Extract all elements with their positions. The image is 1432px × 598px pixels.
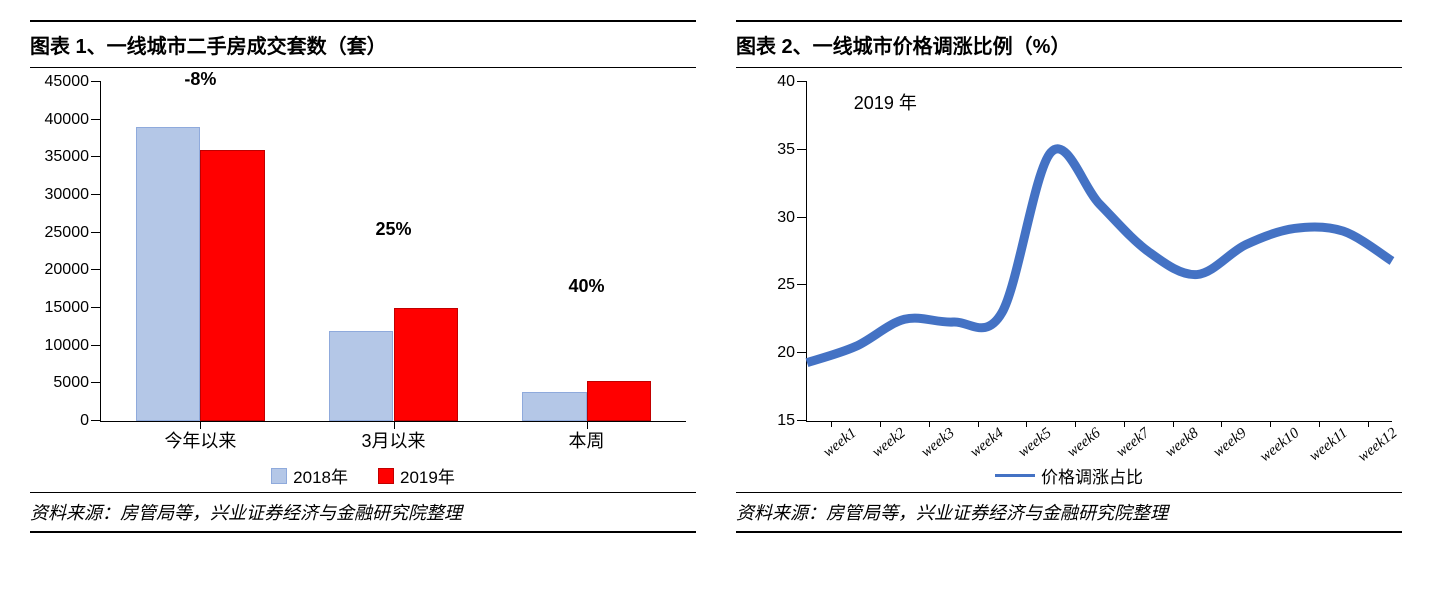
chart2-xtick: [880, 421, 881, 427]
chart1-ytick-label: 35000: [45, 148, 90, 166]
chart2-xtick-label: week4: [967, 425, 1007, 461]
chart2-xtick: [1221, 421, 1222, 427]
chart2-ytick-label: 15: [777, 412, 795, 430]
chart1-ytick-label: 30000: [45, 186, 90, 204]
legend-label: 2018年: [293, 463, 348, 488]
chart1-bar: [200, 150, 264, 421]
chart1-legend-item: 2019年: [378, 463, 455, 488]
chart2-xtick-label: week11: [1306, 425, 1351, 465]
chart2-xtick: [831, 421, 832, 427]
chart2-source: 资料来源：房管局等，兴业证券经济与金融研究院整理: [736, 492, 1402, 533]
chart1-ytick: [91, 307, 101, 308]
legend-line-swatch: [995, 474, 1035, 477]
chart1-bar: [136, 127, 200, 421]
chart2-xtick-label: week6: [1064, 425, 1104, 461]
legend-label: 2019年: [400, 463, 455, 488]
chart2-plot-area: 152025303540week1week2week3week4week5wee…: [806, 82, 1392, 422]
chart2-xtick-label: week7: [1113, 425, 1153, 461]
chart2-title: 图表 2、一线城市价格调涨比例（%）: [736, 20, 1402, 68]
chart2-xtick-label: week9: [1211, 425, 1251, 461]
chart1-xtick: [200, 421, 201, 429]
chart2-xtick: [1124, 421, 1125, 427]
chart2-line-svg: [807, 82, 1392, 421]
chart2-xtick: [1173, 421, 1174, 427]
chart2-xtick: [978, 421, 979, 427]
chart1-ytick-label: 5000: [53, 374, 89, 392]
chart1-ytick: [91, 420, 101, 421]
chart1-panel: 图表 1、一线城市二手房成交套数（套） 0 5000 10000 15000 20000…: [30, 20, 696, 533]
chart1-bar: [587, 381, 651, 421]
chart2-xtick-label: week8: [1162, 425, 1202, 461]
chart1-ytick-label: 20000: [45, 261, 90, 279]
chart1-body: 0 5000 10000 15000 20000 25000 30000 35000 40000…: [30, 72, 696, 492]
chart1-pct-label: 40%: [569, 276, 605, 297]
chart2-ytick: [797, 352, 807, 353]
chart1-ytick: [91, 81, 101, 82]
chart1-ytick-label: 25000: [45, 224, 90, 242]
chart1-ytick: [91, 119, 101, 120]
chart2-ytick-label: 35: [777, 141, 795, 159]
legend-swatch: [271, 468, 287, 484]
chart1-source: 资料来源：房管局等，兴业证券经济与金融研究院整理: [30, 492, 696, 533]
chart1-ytick-label: 0: [80, 412, 89, 430]
chart2-xtick-label: week3: [918, 425, 958, 461]
chart2-ytick-label: 20: [777, 344, 795, 362]
chart2-ytick: [797, 81, 807, 82]
chart1-pct-label: -8%: [184, 69, 216, 90]
chart1-xtick-label: 今年以来: [164, 427, 236, 453]
chart1-pct-label: 25%: [375, 219, 411, 240]
chart1-xtick: [587, 421, 588, 429]
chart2-ytick: [797, 149, 807, 150]
chart2-xtick-label: week10: [1257, 425, 1303, 466]
chart1-ytick-label: 40000: [45, 111, 90, 129]
chart1-bar: [522, 392, 586, 421]
chart1-title: 图表 1、一线城市二手房成交套数（套）: [30, 20, 696, 68]
chart2-xtick: [1075, 421, 1076, 427]
chart2-xtick-label: week2: [869, 425, 909, 461]
chart2-ytick-label: 40: [777, 73, 795, 91]
chart1-ytick: [91, 156, 101, 157]
chart2-ytick: [797, 420, 807, 421]
chart2-xtick-label: week12: [1355, 425, 1401, 466]
chart1-ytick: [91, 232, 101, 233]
charts-container: 图表 1、一线城市二手房成交套数（套） 0 5000 10000 15000 20000…: [30, 20, 1402, 533]
chart1-xtick: [394, 421, 395, 429]
chart1-ytick: [91, 382, 101, 383]
chart2-panel: 图表 2、一线城市价格调涨比例（%） 152025303540week1week…: [736, 20, 1402, 533]
chart1-ytick-label: 10000: [45, 337, 90, 355]
chart2-xtick-label: week5: [1016, 425, 1056, 461]
chart2-series-line: [807, 149, 1392, 363]
chart1-ytick: [91, 269, 101, 270]
chart2-body: 152025303540week1week2week3week4week5wee…: [736, 72, 1402, 492]
chart2-legend-item: 价格调涨占比: [995, 463, 1143, 488]
legend-swatch: [378, 468, 394, 484]
chart2-xtick-label: week1: [821, 425, 861, 461]
chart1-ytick-label: 15000: [45, 299, 90, 317]
chart1-bar: [329, 331, 393, 421]
chart1-ytick-label: 45000: [45, 73, 90, 91]
chart2-ytick-label: 25: [777, 276, 795, 294]
chart2-inchart-label: 2019 年: [854, 89, 917, 115]
chart2-ytick: [797, 217, 807, 218]
chart2-ytick-label: 30: [777, 209, 795, 227]
chart2-xtick: [1026, 421, 1027, 427]
chart1-legend-item: 2018年: [271, 463, 348, 488]
chart2-xtick: [1368, 421, 1369, 427]
chart1-legend: 2018年 2019年: [30, 463, 696, 488]
chart1-ytick: [91, 194, 101, 195]
chart1-xtick-label: 本周: [569, 427, 605, 453]
chart1-bar: [394, 308, 458, 421]
chart1-ytick: [91, 345, 101, 346]
chart1-plot-area: 0500010000150002000025000300003500040000…: [100, 82, 686, 422]
chart2-xtick: [929, 421, 930, 427]
chart1-xtick-label: 3月以来: [361, 427, 425, 453]
chart2-xtick: [1270, 421, 1271, 427]
legend-label: 价格调涨占比: [1041, 463, 1143, 488]
chart2-xtick: [1319, 421, 1320, 427]
chart2-ytick: [797, 284, 807, 285]
chart2-legend: 价格调涨占比: [736, 463, 1402, 488]
